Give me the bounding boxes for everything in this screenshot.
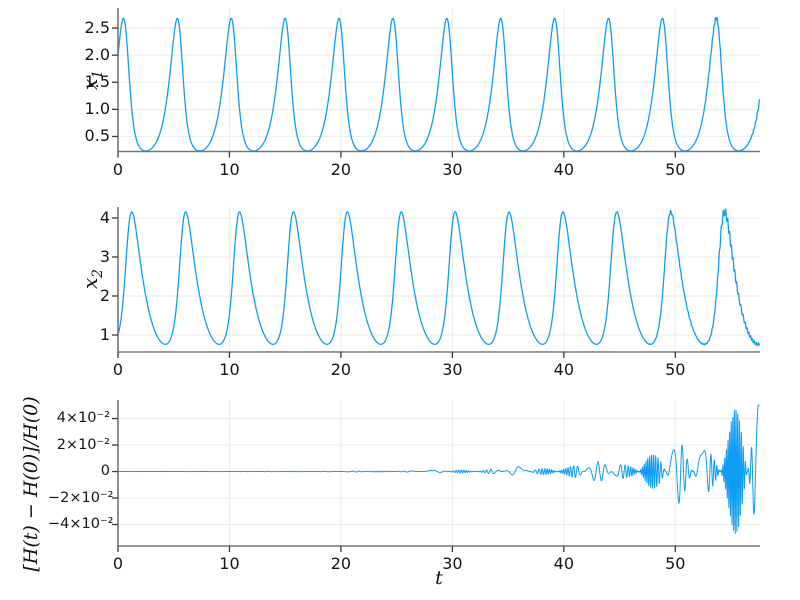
x-tick-label-subplot2: 0 <box>112 360 124 379</box>
series-line-relative_energy_error <box>118 404 760 535</box>
y-tick-label-subplot1: 1.5 <box>84 72 110 92</box>
axis-spines <box>117 400 760 547</box>
y-tick-label-subplot1: 2.0 <box>84 45 110 65</box>
y-axis-label-x2-sub: 2 <box>90 269 106 278</box>
subplot-1 <box>112 8 760 158</box>
x-tick-label-subplot2: 10 <box>219 360 240 379</box>
x-tick-label-subplot1: 20 <box>330 159 352 179</box>
x-tick-label-subplot3: 10 <box>219 554 240 573</box>
subplot-3 <box>112 400 760 552</box>
x-tick-label-subplot2: 20 <box>330 360 352 379</box>
subplot-2 <box>112 207 760 358</box>
axis-spines <box>117 207 760 353</box>
series-line-x2 <box>118 208 760 347</box>
y-tick-label-subplot3: −4×10⁻² <box>48 516 114 533</box>
y-tick-label-subplot3: 0 <box>100 463 110 480</box>
x-axis-label-t: t <box>435 567 443 589</box>
y-tick-label-subplot3: −2×10⁻² <box>48 489 114 506</box>
y-tick-label-subplot2: 2 <box>99 285 110 305</box>
x-tick-label-subplot1: 10 <box>219 159 240 179</box>
x-tick-label-subplot1: 0 <box>112 159 124 179</box>
y-tick-label-subplot2: 3 <box>99 246 110 266</box>
tick-marks <box>112 417 676 552</box>
axis-spines <box>117 8 760 153</box>
x-tick-label-subplot2: 30 <box>442 360 463 379</box>
x-tick-label-subplot2: 50 <box>665 360 686 379</box>
tick-marks <box>112 217 676 358</box>
y-tick-label-subplot1: 0.5 <box>84 126 110 146</box>
y-tick-label-subplot3: 2×10⁻² <box>56 436 110 453</box>
x-tick-label-subplot3: 20 <box>330 554 352 573</box>
y-tick-label-subplot1: 1.0 <box>84 99 110 119</box>
x-tick-label-subplot1: 50 <box>665 159 686 179</box>
y-tick-label-subplot2: 4 <box>99 207 110 227</box>
x-tick-label-subplot3: 0 <box>112 554 124 573</box>
x-tick-label-subplot1: 40 <box>553 159 575 179</box>
x-tick-label-subplot3: 40 <box>553 554 575 573</box>
tick-marks <box>112 27 676 158</box>
y-tick-label-subplot1: 2.5 <box>84 18 110 38</box>
series-line-x1 <box>118 16 760 152</box>
x-tick-label-subplot3: 30 <box>442 554 463 573</box>
y-tick-label-subplot3: 4×10⁻² <box>56 410 110 427</box>
y-tick-label-subplot2: 1 <box>99 324 110 344</box>
x-tick-label-subplot3: 50 <box>665 554 686 573</box>
x-tick-label-subplot2: 40 <box>553 360 575 379</box>
x-tick-label-subplot1: 30 <box>442 159 463 179</box>
y-axis-label-energy-error: [H(t) − H(0)]/H(0) <box>20 396 42 572</box>
